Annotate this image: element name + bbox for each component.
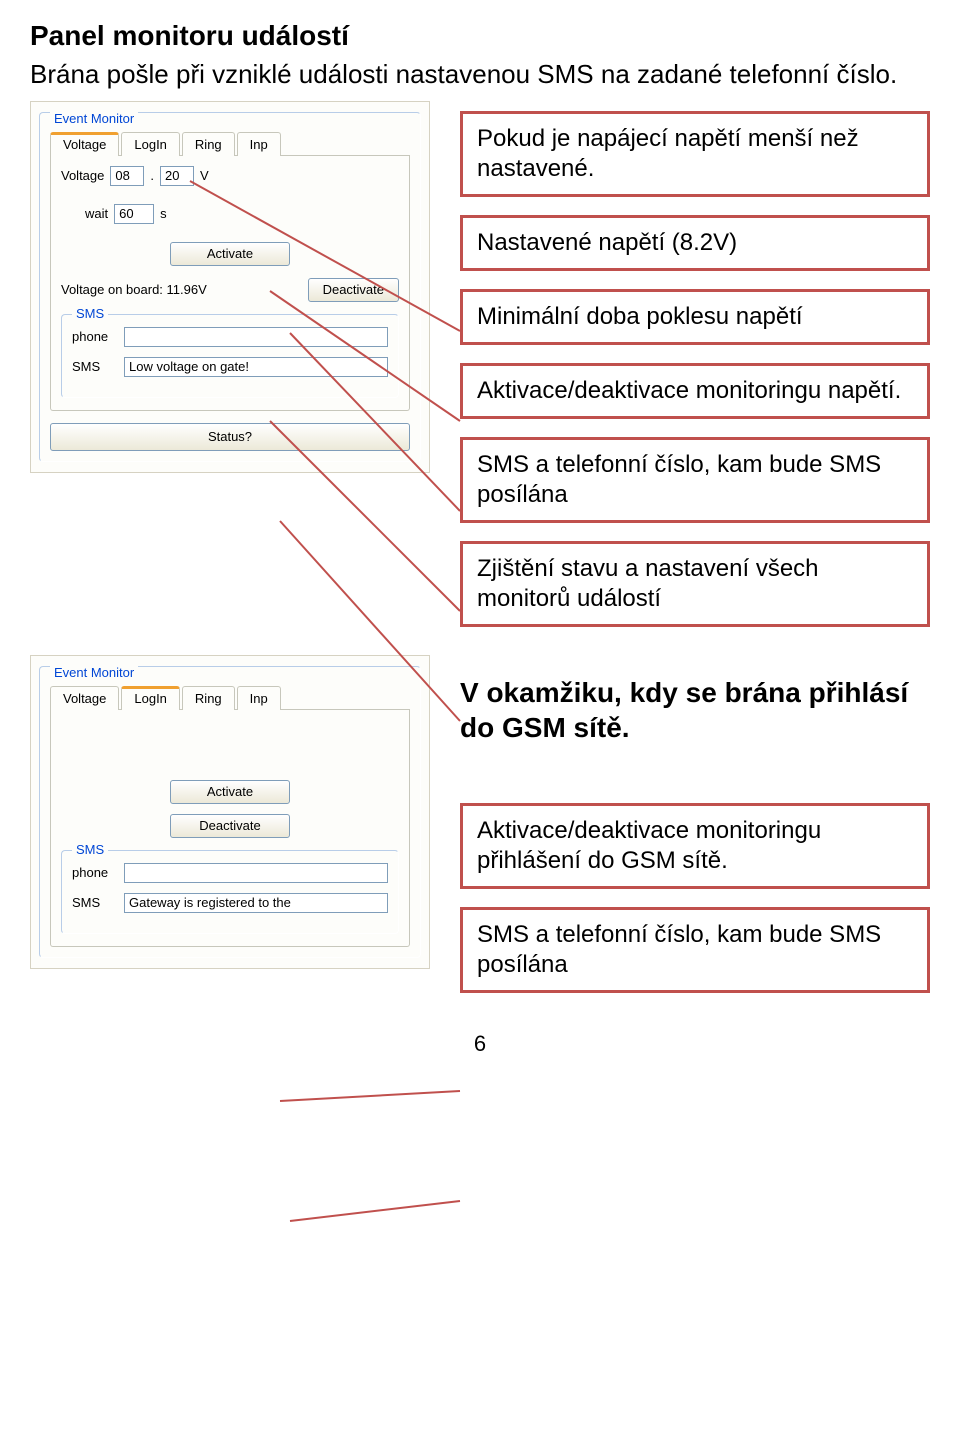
deactivate-button-2[interactable]: Deactivate — [170, 814, 290, 838]
sms-label: SMS — [72, 359, 118, 374]
annot-min-drop-time: Minimální doba poklesu napětí — [460, 289, 930, 345]
voltage-dot: . — [150, 168, 154, 183]
tab-login[interactable]: LogIn — [121, 132, 180, 156]
annot-sms-phone-2: SMS a telefonní číslo, kam bude SMS posí… — [460, 907, 930, 993]
sms-input[interactable] — [124, 357, 388, 377]
board-voltage-label: Voltage on board: 11.96V — [61, 282, 207, 297]
phone-input[interactable] — [124, 327, 388, 347]
sms-input-2[interactable] — [124, 893, 388, 913]
annot-set-voltage: Nastavené napětí (8.2V) — [460, 215, 930, 271]
wait-input[interactable] — [114, 204, 154, 224]
voltage-minor-input[interactable] — [160, 166, 194, 186]
tab-ring-2[interactable]: Ring — [182, 686, 235, 710]
page-number: 6 — [30, 1031, 930, 1057]
annot-status: Zjištění stavu a nastavení všech monitor… — [460, 541, 930, 627]
panel-title-2: Event Monitor — [50, 665, 138, 680]
tabs: Voltage LogIn Ring Inp — [50, 131, 410, 156]
phone-label: phone — [72, 329, 118, 344]
activate-button[interactable]: Activate — [170, 242, 290, 266]
page-heading: Panel monitoru událostí — [30, 20, 930, 52]
login-heading: V okamžiku, kdy se brána přihlásí do GSM… — [460, 675, 930, 745]
phone-label-2: phone — [72, 865, 118, 880]
event-monitor-panel-voltage: Event Monitor Voltage LogIn Ring Inp Vol… — [30, 101, 430, 473]
annot-voltage-threshold: Pokud je napájecí napětí menší než nasta… — [460, 111, 930, 197]
annot-activate-login: Aktivace/deaktivace monitoringu přihláše… — [460, 803, 930, 889]
event-monitor-panel-login: Event Monitor Voltage LogIn Ring Inp Act… — [30, 655, 430, 969]
wait-unit: s — [160, 206, 167, 221]
page-subheading: Brána pošle při vzniklé události nastave… — [30, 58, 930, 91]
phone-input-2[interactable] — [124, 863, 388, 883]
tab-login-2[interactable]: LogIn — [121, 686, 180, 710]
voltage-major-input[interactable] — [110, 166, 144, 186]
voltage-unit: V — [200, 168, 209, 183]
activate-button-2[interactable]: Activate — [170, 780, 290, 804]
sms-label-2: SMS — [72, 895, 118, 910]
voltage-label: Voltage — [61, 168, 104, 183]
status-button[interactable]: Status? — [50, 423, 410, 451]
tab-inp-2[interactable]: Inp — [237, 686, 281, 710]
tabs-2: Voltage LogIn Ring Inp — [50, 685, 410, 710]
sms-group-label-2: SMS — [72, 842, 108, 857]
panel-title: Event Monitor — [50, 111, 138, 126]
sms-group-label: SMS — [72, 306, 108, 321]
deactivate-button[interactable]: Deactivate — [308, 278, 399, 302]
tab-ring[interactable]: Ring — [182, 132, 235, 156]
annot-sms-phone: SMS a telefonní číslo, kam bude SMS posí… — [460, 437, 930, 523]
annot-activate-voltage: Aktivace/deaktivace monitoringu napětí. — [460, 363, 930, 419]
tab-inp[interactable]: Inp — [237, 132, 281, 156]
wait-label: wait — [85, 206, 108, 221]
tab-voltage[interactable]: Voltage — [50, 132, 119, 156]
tab-voltage-2[interactable]: Voltage — [50, 686, 119, 710]
